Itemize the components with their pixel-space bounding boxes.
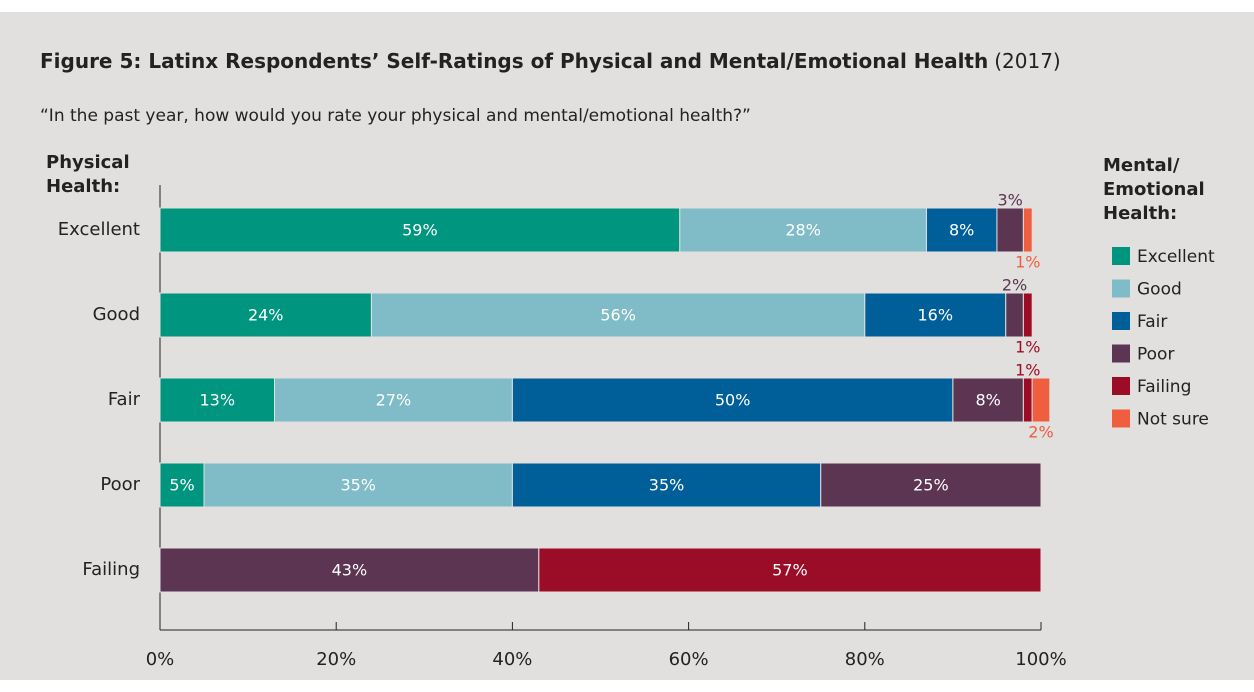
bar-segment bbox=[1022, 377, 1033, 423]
bar-segment bbox=[159, 377, 276, 423]
bar-segment bbox=[996, 207, 1024, 253]
value-label: 35% bbox=[649, 476, 685, 495]
value-label: 1% bbox=[1015, 338, 1040, 357]
bar-segment bbox=[538, 547, 1042, 593]
bar-segment bbox=[679, 207, 927, 253]
value-label: 8% bbox=[949, 221, 974, 240]
value-label: 57% bbox=[772, 561, 808, 580]
bar-segment bbox=[159, 547, 540, 593]
value-label: 56% bbox=[600, 306, 636, 325]
bar-segment bbox=[820, 462, 1042, 508]
bar-segment bbox=[1022, 207, 1033, 253]
legend-title: Health: bbox=[1103, 203, 1177, 224]
value-label: 13% bbox=[199, 391, 235, 410]
value-label: 35% bbox=[340, 476, 376, 495]
value-label: 27% bbox=[376, 391, 412, 410]
value-label: 2% bbox=[1002, 276, 1027, 295]
legend-title: Emotional bbox=[1103, 179, 1205, 200]
x-tick-label: 100% bbox=[1015, 649, 1066, 670]
legend-swatch bbox=[1112, 409, 1130, 428]
bar-segment bbox=[511, 377, 954, 423]
y-tick-label: Good bbox=[93, 304, 140, 325]
value-label: 8% bbox=[975, 391, 1000, 410]
x-tick-label: 40% bbox=[492, 649, 532, 670]
legend-label: Good bbox=[1137, 280, 1182, 300]
y-axis-label: Health: bbox=[46, 176, 120, 197]
y-tick-label: Excellent bbox=[58, 219, 140, 240]
x-tick-label: 0% bbox=[146, 649, 175, 670]
bar-segment bbox=[511, 462, 822, 508]
legend-swatch bbox=[1112, 247, 1130, 265]
legend-title: Mental/ bbox=[1103, 155, 1180, 176]
x-tick-label: 80% bbox=[845, 649, 885, 670]
bar-segment bbox=[952, 377, 1024, 423]
x-tick-label: 20% bbox=[316, 649, 356, 670]
value-label: 50% bbox=[715, 391, 751, 410]
y-tick-label: Fair bbox=[108, 389, 141, 410]
value-label: 5% bbox=[169, 476, 194, 495]
value-label: 1% bbox=[1015, 253, 1040, 272]
chart-title: Figure 5: Latinx Respondents’ Self-Ratin… bbox=[40, 49, 988, 73]
legend-swatch bbox=[1112, 312, 1130, 330]
y-axis-label: Physical bbox=[46, 152, 130, 173]
y-tick-label: Poor bbox=[100, 474, 140, 495]
bar-segment bbox=[159, 292, 372, 338]
legend-label: Not sure bbox=[1137, 410, 1209, 430]
legend-label: Excellent bbox=[1137, 247, 1215, 267]
bar-segment bbox=[159, 207, 681, 253]
bar-segment bbox=[864, 292, 1007, 338]
value-label: 25% bbox=[913, 476, 949, 495]
bar-segment bbox=[159, 462, 205, 508]
legend-label: Failing bbox=[1137, 377, 1191, 397]
legend-label: Poor bbox=[1137, 345, 1174, 365]
legend-swatch bbox=[1112, 377, 1130, 395]
value-label: 16% bbox=[917, 306, 953, 325]
value-label: 2% bbox=[1028, 423, 1053, 442]
legend-swatch bbox=[1112, 344, 1130, 363]
subtitle: “In the past year, how would you rate yo… bbox=[40, 106, 751, 126]
value-label: 43% bbox=[332, 561, 368, 580]
value-label: 1% bbox=[1015, 361, 1040, 380]
bar-segment bbox=[1031, 377, 1051, 423]
value-label: 24% bbox=[248, 306, 284, 325]
x-tick-label: 60% bbox=[669, 649, 709, 670]
title-note: (2017) bbox=[994, 49, 1061, 73]
legend-label: Fair bbox=[1137, 312, 1167, 332]
legend-swatch bbox=[1112, 279, 1130, 298]
bar-segment bbox=[370, 292, 866, 338]
value-label: 3% bbox=[997, 191, 1022, 210]
chart-title-group: Figure 5: Latinx Respondents’ Self-Ratin… bbox=[40, 49, 1061, 73]
bar-segment bbox=[203, 462, 513, 508]
value-label: 59% bbox=[402, 221, 438, 240]
bar-segment bbox=[1005, 292, 1024, 338]
value-label: 28% bbox=[785, 221, 821, 240]
bar-segment bbox=[1022, 292, 1033, 338]
y-tick-label: Failing bbox=[82, 559, 140, 580]
